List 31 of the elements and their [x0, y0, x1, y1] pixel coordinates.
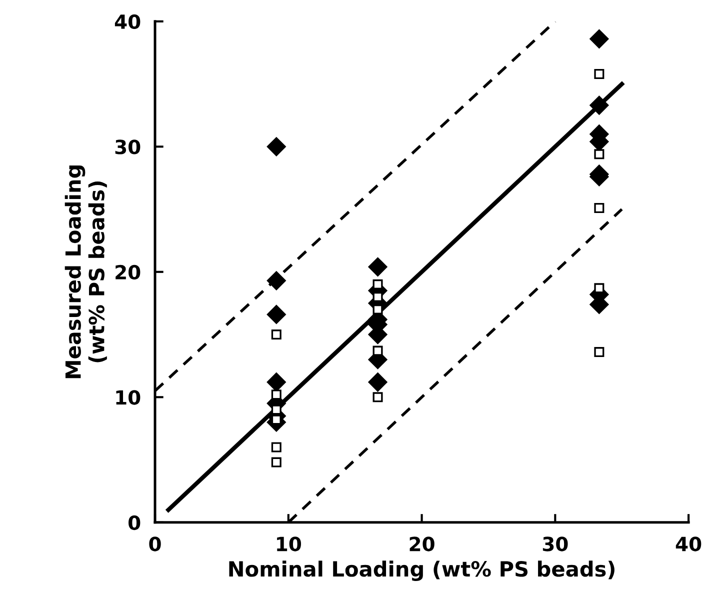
x-tick-label: 0	[149, 536, 161, 552]
point	[266, 137, 286, 156]
point	[594, 68, 604, 79]
point	[590, 29, 609, 48]
y-axis-title: Measured Loading (wt% PS beads)	[64, 166, 107, 378]
y-tick-label: 10	[116, 390, 140, 405]
point	[368, 257, 388, 276]
point	[372, 346, 383, 356]
point	[372, 392, 383, 402]
point	[368, 372, 388, 392]
point	[594, 203, 604, 214]
point	[594, 149, 604, 160]
point	[271, 390, 282, 400]
y-tick-label: 0	[128, 515, 140, 530]
point	[266, 372, 286, 392]
x-tick-label: 30	[542, 536, 568, 552]
point	[266, 271, 286, 290]
x-axis-title: Nominal Loading (wt% PS beads)	[229, 560, 614, 581]
y-tick-label: 20	[116, 264, 140, 280]
point	[271, 457, 282, 468]
point	[266, 304, 286, 324]
x-tick-label: 20	[410, 536, 434, 552]
point	[590, 96, 609, 115]
y-tick-label: 40	[114, 14, 140, 30]
point	[271, 442, 282, 452]
x-tick-label: 10	[277, 536, 301, 552]
y-tick-label: 30	[115, 140, 140, 154]
point	[271, 330, 282, 340]
x-tick-label: 40	[676, 536, 702, 552]
point	[372, 279, 383, 290]
point	[594, 347, 604, 358]
